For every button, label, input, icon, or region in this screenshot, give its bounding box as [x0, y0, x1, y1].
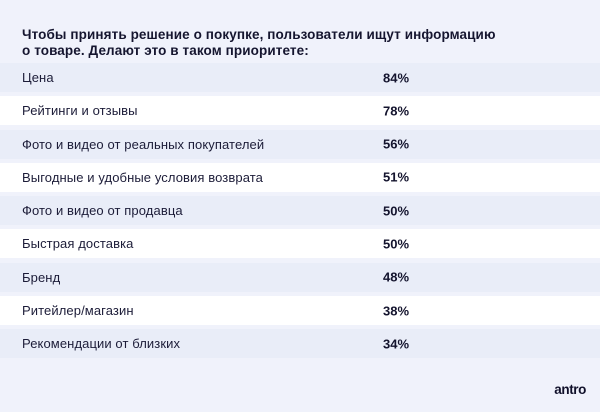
row-label: Фото и видео от продавца	[22, 203, 183, 219]
row-value: 50%	[383, 203, 410, 219]
table-row: Рекомендации от близких 34%	[0, 329, 600, 359]
table-row: Рейтинги и отзывы 78%	[0, 96, 600, 126]
row-value: 56%	[383, 136, 410, 152]
row-label: Цена	[22, 70, 54, 85]
priority-table: Цена 84% Рейтинги и отзывы 78% Фото и ви…	[0, 63, 600, 363]
table-row: Фото и видео от реальных покупателей 56%	[0, 129, 600, 159]
title-line-2: о товаре. Делают это в таком приоритете:	[22, 42, 309, 58]
row-label: Рекомендации от близких	[22, 336, 181, 352]
table-row: Фото и видео от продавца 50%	[0, 196, 600, 226]
row-label: Фото и видео от реальных покупателей	[22, 136, 265, 152]
row-label: Выгодные и удобные условия возврата	[22, 169, 263, 185]
table-row: Цена 84%	[0, 63, 600, 92]
table-row: Быстрая доставка 50%	[0, 229, 600, 259]
row-value: 84%	[383, 70, 410, 85]
row-label: Ритейлер/магазин	[22, 303, 134, 319]
row-label: Рейтинги и отзывы	[22, 103, 138, 119]
table-row: Бренд 48%	[0, 262, 600, 292]
row-value: 38%	[383, 303, 410, 319]
row-value: 51%	[383, 169, 410, 185]
row-value: 78%	[383, 103, 410, 119]
row-value: 34%	[383, 336, 410, 352]
row-value: 50%	[383, 236, 410, 252]
title-line-1: Чтобы принять решение о покупке, пользов…	[22, 27, 496, 42]
table-row: Ритейлер/магазин 38%	[0, 296, 600, 326]
table-row: Выгодные и удобные условия возврата 51%	[0, 162, 600, 192]
row-label: Быстрая доставка	[22, 236, 134, 252]
antro-logo: antro	[554, 382, 586, 397]
row-value: 48%	[383, 269, 410, 285]
row-label: Бренд	[22, 269, 61, 285]
page-title: Чтобы принять решение о покупке, пользов…	[22, 27, 496, 58]
